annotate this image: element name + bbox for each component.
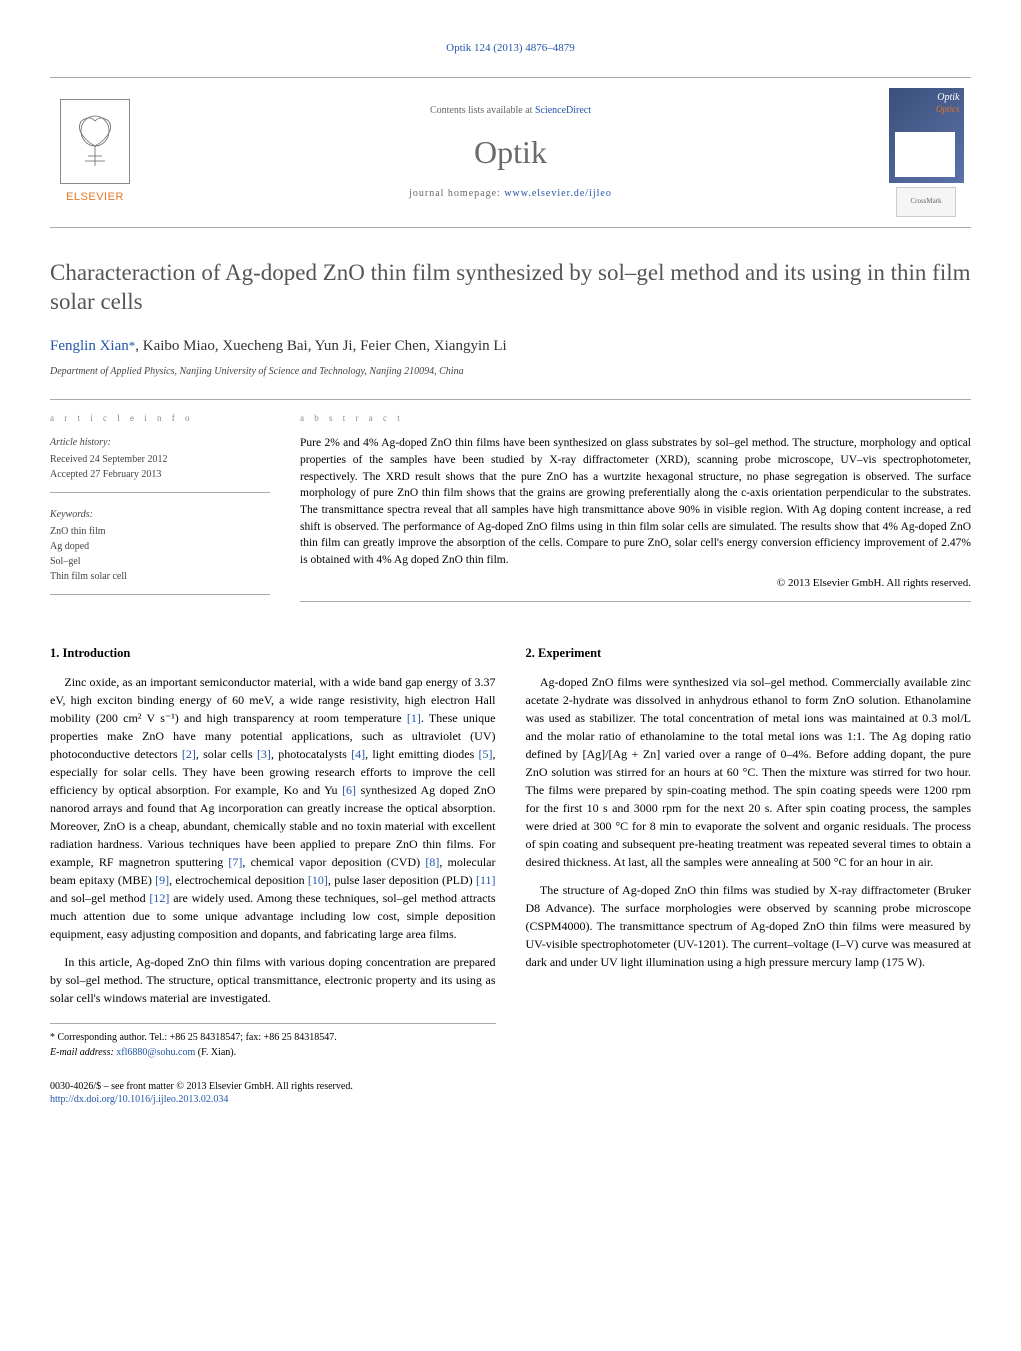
frontmatter-line: 0030-4026/$ – see front matter © 2013 El… bbox=[50, 1080, 971, 1093]
article-title: Characteraction of Ag-doped ZnO thin fil… bbox=[50, 258, 971, 318]
publisher-name: ELSEVIER bbox=[66, 189, 124, 206]
email-suffix: (F. Xian). bbox=[195, 1047, 236, 1058]
keyword-3: Thin film solar cell bbox=[50, 569, 270, 584]
ref-4[interactable]: [4] bbox=[351, 747, 365, 761]
abstract-label: a b s t r a c t bbox=[300, 412, 971, 426]
cover-optik-label: Optik bbox=[937, 92, 959, 103]
contents-line: Contents lists available at ScienceDirec… bbox=[160, 103, 861, 118]
abstract-text: Pure 2% and 4% Ag-doped ZnO thin films h… bbox=[300, 435, 971, 568]
author-corresponding[interactable]: Fenglin Xian bbox=[50, 338, 129, 354]
meta-abstract-row: a r t i c l e i n f o Article history: R… bbox=[50, 399, 971, 612]
cover-optics-label: Optics bbox=[936, 103, 960, 117]
abstract-col: a b s t r a c t Pure 2% and 4% Ag-doped … bbox=[300, 412, 971, 612]
email-link[interactable]: xfl6880@sohu.com bbox=[116, 1047, 195, 1058]
ref-1[interactable]: [1] bbox=[407, 711, 421, 725]
abstract-rule bbox=[300, 601, 971, 602]
ref-6[interactable]: [6] bbox=[342, 783, 356, 797]
keyword-2: Sol–gel bbox=[50, 554, 270, 569]
authors-line: Fenglin Xian*, Kaibo Miao, Xuecheng Bai,… bbox=[50, 335, 971, 358]
ref-12[interactable]: [12] bbox=[149, 891, 169, 905]
article-info-label: a r t i c l e i n f o bbox=[50, 412, 270, 426]
ref-10[interactable]: [10] bbox=[308, 873, 328, 887]
intro-heading: 1. Introduction bbox=[50, 644, 496, 663]
experiment-heading: 2. Experiment bbox=[526, 644, 972, 663]
homepage-prefix: journal homepage: bbox=[409, 188, 504, 199]
ref-11[interactable]: [11] bbox=[476, 873, 496, 887]
masthead-center: Contents lists available at ScienceDirec… bbox=[160, 103, 861, 201]
history-accepted: Accepted 27 February 2013 bbox=[50, 467, 270, 482]
article-info-col: a r t i c l e i n f o Article history: R… bbox=[50, 412, 270, 612]
top-citation: Optik 124 (2013) 4876–4879 bbox=[50, 40, 971, 57]
homepage-link[interactable]: www.elsevier.de/ijleo bbox=[504, 188, 612, 199]
cover-block: Optik Optics CrossMark bbox=[881, 88, 971, 217]
ref-3[interactable]: [3] bbox=[257, 747, 271, 761]
masthead: ELSEVIER Contents lists available at Sci… bbox=[50, 77, 971, 228]
footnote-block: * Corresponding author. Tel.: +86 25 843… bbox=[50, 1023, 496, 1060]
t: , light emitting diodes bbox=[365, 747, 478, 761]
journal-cover-thumb: Optik Optics bbox=[889, 88, 964, 183]
cover-whitebox bbox=[895, 132, 955, 177]
exp-para-1: Ag-doped ZnO films were synthesized via … bbox=[526, 673, 972, 871]
corr-footnote: * Corresponding author. Tel.: +86 25 843… bbox=[50, 1030, 496, 1045]
crossmark-badge[interactable]: CrossMark bbox=[896, 187, 956, 217]
contents-prefix: Contents lists available at bbox=[430, 105, 535, 116]
doi-block: 0030-4026/$ – see front matter © 2013 El… bbox=[50, 1080, 971, 1106]
ref-9[interactable]: [9] bbox=[155, 873, 169, 887]
top-citation-link[interactable]: Optik 124 (2013) 4876–4879 bbox=[446, 42, 575, 54]
journal-homepage-line: journal homepage: www.elsevier.de/ijleo bbox=[160, 186, 861, 201]
ref-8[interactable]: [8] bbox=[425, 855, 439, 869]
ref-2[interactable]: [2] bbox=[182, 747, 196, 761]
t: , chemical vapor deposition (CVD) bbox=[242, 855, 425, 869]
abstract-copyright: © 2013 Elsevier GmbH. All rights reserve… bbox=[300, 575, 971, 592]
t: and sol–gel method bbox=[50, 891, 149, 905]
ref-5[interactable]: [5] bbox=[479, 747, 493, 761]
doi-link[interactable]: http://dx.doi.org/10.1016/j.ijleo.2013.0… bbox=[50, 1094, 228, 1105]
email-label: E-mail address: bbox=[50, 1047, 114, 1058]
t: , pulse laser deposition (PLD) bbox=[328, 873, 476, 887]
intro-para-1: Zinc oxide, as an important semiconducto… bbox=[50, 673, 496, 943]
publisher-block: ELSEVIER bbox=[50, 99, 140, 206]
keyword-1: Ag doped bbox=[50, 539, 270, 554]
affiliation: Department of Applied Physics, Nanjing U… bbox=[50, 364, 971, 379]
history-head: Article history: bbox=[50, 435, 270, 450]
exp-para-2: The structure of Ag-doped ZnO thin films… bbox=[526, 881, 972, 971]
t: , photocatalysts bbox=[271, 747, 351, 761]
history-received: Received 24 September 2012 bbox=[50, 452, 270, 467]
t: , solar cells bbox=[196, 747, 257, 761]
keywords-head: Keywords: bbox=[50, 507, 270, 522]
body-columns: 1. Introduction Zinc oxide, as an import… bbox=[50, 638, 971, 1060]
email-line: E-mail address: xfl6880@sohu.com (F. Xia… bbox=[50, 1045, 496, 1060]
sciencedirect-link[interactable]: ScienceDirect bbox=[535, 105, 591, 116]
elsevier-tree-icon bbox=[60, 99, 130, 184]
keywords-group: Keywords: ZnO thin film Ag doped Sol–gel… bbox=[50, 507, 270, 595]
article-history-group: Article history: Received 24 September 2… bbox=[50, 435, 270, 493]
t: , electrochemical deposition bbox=[169, 873, 308, 887]
journal-name: Optik bbox=[160, 128, 861, 176]
authors-rest: , Kaibo Miao, Xuecheng Bai, Yun Ji, Feie… bbox=[135, 338, 506, 354]
ref-7[interactable]: [7] bbox=[228, 855, 242, 869]
intro-para-2: In this article, Ag-doped ZnO thin films… bbox=[50, 953, 496, 1007]
keyword-0: ZnO thin film bbox=[50, 524, 270, 539]
